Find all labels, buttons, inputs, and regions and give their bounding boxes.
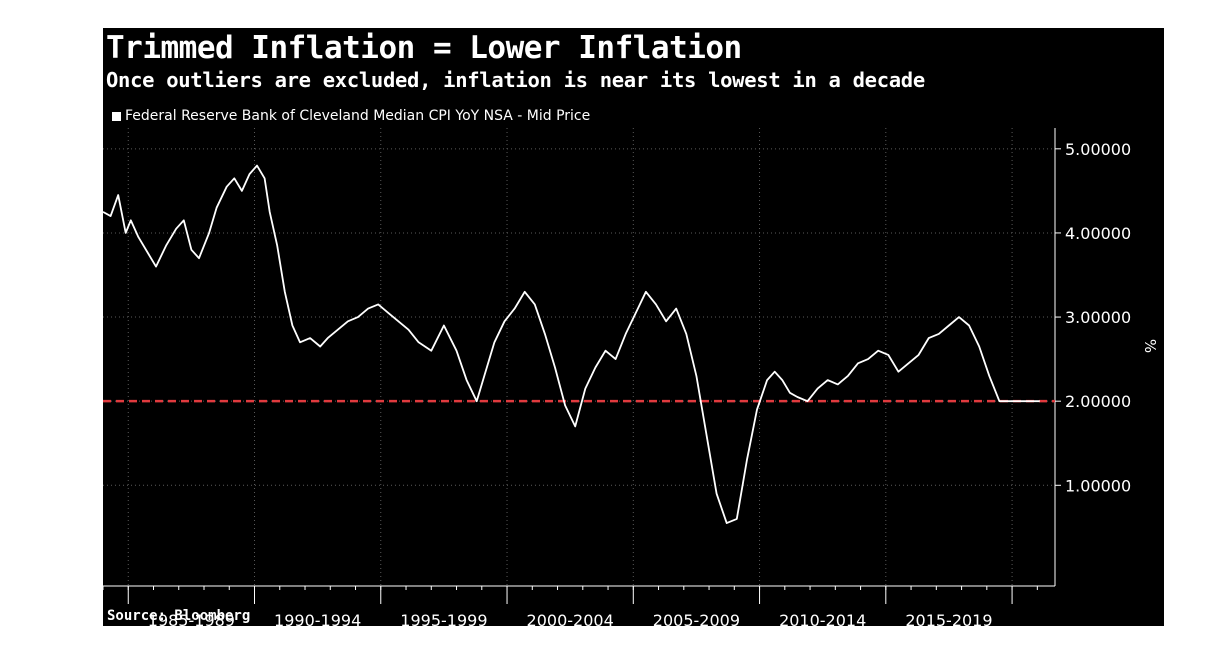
- x-category-label: 2005-2009: [653, 611, 740, 626]
- y-axis-labels: 1.00000 2.00000 3.00000 4.00000 5.00000: [1065, 140, 1131, 495]
- y-axis-title: %: [1141, 339, 1159, 353]
- x-category-label: 1990-1994: [274, 611, 361, 626]
- x-category-label: 1985-1989: [148, 611, 235, 626]
- x-category-label: 1995-1999: [400, 611, 487, 626]
- legend: Federal Reserve Bank of Cleveland Median…: [112, 108, 590, 124]
- series-line: [103, 164, 1040, 525]
- y-tick-label: 2.00000: [1065, 392, 1131, 411]
- x-category-label: 2010-2014: [779, 611, 866, 626]
- legend-label: Federal Reserve Bank of Cleveland Median…: [125, 108, 591, 124]
- chart-subtitle: Once outliers are excluded, inflation is…: [106, 68, 925, 92]
- x-axis-labels: 1985-1989 1990-1994 1995-1999 2000-2004 2005…: [148, 611, 993, 626]
- chart-title: Trimmed Inflation = Lower Inflation: [106, 30, 742, 66]
- x-category-label: 2015-2019: [905, 611, 992, 626]
- series-group: [103, 164, 1040, 525]
- line-chart: 1985-1989 1990-1994 1995-1999 2000-2004 2005…: [103, 128, 1159, 626]
- y-tick-label: 5.00000: [1065, 140, 1131, 159]
- y-tick-label: 4.00000: [1065, 224, 1131, 243]
- x-category-label: 2000-2004: [527, 611, 614, 626]
- y-tick-label: 1.00000: [1065, 476, 1131, 495]
- grid-lines: [103, 128, 1055, 586]
- legend-swatch: [112, 111, 121, 121]
- y-tick-label: 3.00000: [1065, 308, 1131, 327]
- axes: [103, 128, 1061, 604]
- source-note: Source: Bloomberg: [107, 608, 251, 624]
- chart-panel: Trimmed Inflation = Lower Inflation Once…: [103, 28, 1164, 626]
